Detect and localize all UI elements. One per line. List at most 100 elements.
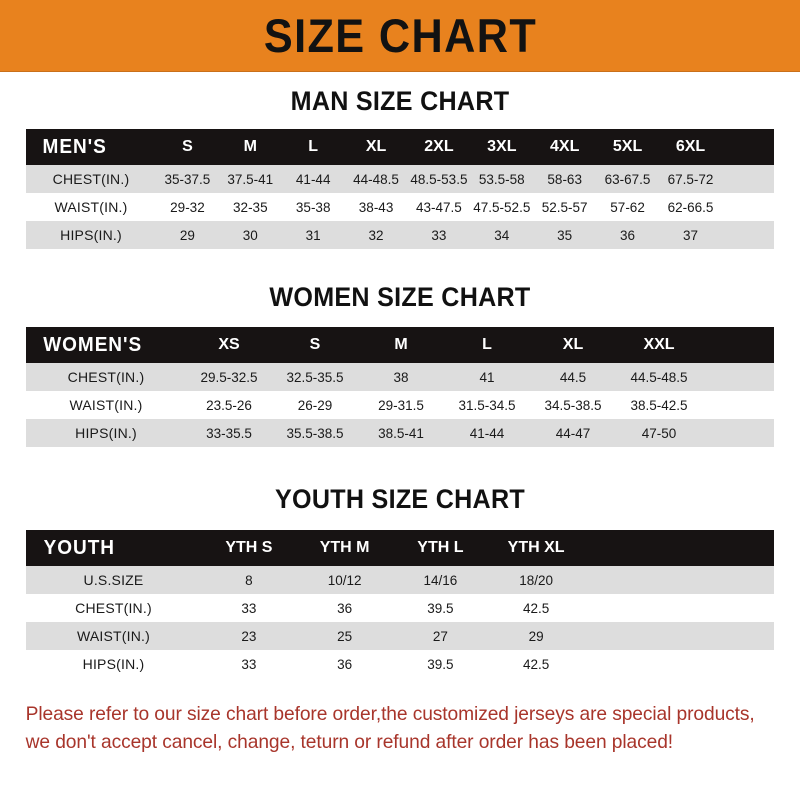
men-cell: 48.5-53.5	[410, 171, 468, 187]
men-cell: 35-37.5	[164, 171, 211, 187]
youth-cell: 42.5	[522, 656, 550, 672]
men-col-header: 4XL	[550, 138, 580, 155]
order-policy-note-line-1: Please refer to our size chart before or…	[25, 703, 755, 725]
table-row: WAIST(IN.) 29-32 32-35 35-38 38-43 43-47…	[26, 193, 774, 221]
youth-cell: 39.5	[427, 600, 454, 616]
youth-row-label: U.S.SIZE	[83, 572, 144, 588]
women-section-title: WOMEN SIZE CHART	[269, 282, 531, 312]
youth-cell: 25	[337, 628, 353, 644]
women-cell-spacer	[702, 363, 774, 391]
women-row-label: CHEST(IN.)	[67, 369, 145, 385]
youth-cell: 42.5	[522, 600, 550, 616]
men-cell: 47.5-52.5	[473, 199, 531, 215]
page-title: SIZE CHART	[263, 9, 537, 62]
youth-col-header: YTH L	[417, 539, 464, 556]
men-cell: 37	[682, 227, 699, 243]
women-cell: 33-35.5	[206, 425, 252, 441]
women-cell: 31.5-34.5	[458, 397, 516, 413]
youth-cell: 36	[337, 600, 353, 616]
men-cell: 58-63	[547, 171, 582, 187]
men-cell: 36	[620, 227, 636, 243]
youth-cell-spacer	[584, 650, 774, 678]
women-cell: 35.5-38.5	[286, 425, 344, 441]
men-col-header: S	[182, 138, 193, 155]
youth-table-body: YOUTH YTH S YTH M YTH L YTH XL U.S.SIZE …	[26, 530, 774, 678]
men-row-label: CHEST(IN.)	[52, 171, 130, 187]
women-row-label: HIPS(IN.)	[75, 425, 137, 441]
men-cell: 29	[179, 227, 195, 243]
youth-cell: 33	[241, 656, 257, 672]
men-cell: 32-35	[233, 199, 268, 215]
men-size-table-block: MEN'S S M L XL 2XL 3XL 4XL 5XL 6XL CHEST…	[0, 129, 800, 249]
men-col-header: M	[243, 138, 257, 155]
men-cell: 38-43	[358, 199, 394, 215]
youth-cell-spacer	[584, 594, 774, 622]
men-cell: 31	[305, 227, 321, 243]
women-cell: 44.5-48.5	[630, 369, 688, 385]
women-cell: 34.5-38.5	[544, 397, 602, 413]
women-col-header: XS	[218, 336, 240, 353]
men-cell: 33	[431, 227, 447, 243]
youth-size-table-block: YOUTH YTH S YTH M YTH L YTH XL U.S.SIZE …	[0, 530, 800, 678]
table-row: CHEST(IN.) 33 36 39.5 42.5	[26, 594, 774, 622]
men-cell: 62-66.5	[667, 199, 714, 215]
youth-row-label: CHEST(IN.)	[75, 600, 152, 616]
men-cell: 43-47.5	[416, 199, 462, 215]
youth-cell: 18/20	[519, 572, 554, 588]
women-cell: 41	[479, 369, 495, 385]
men-cell: 52.5-57	[541, 199, 588, 215]
men-cell: 29-32	[170, 199, 205, 215]
women-row-label-header: WOMEN'S	[43, 333, 143, 356]
youth-cell-spacer	[584, 622, 774, 650]
youth-cell: 14/16	[423, 572, 458, 588]
table-row: HIPS(IN.) 33-35.5 35.5-38.5 38.5-41 41-4…	[26, 419, 774, 447]
youth-cell: 10/12	[327, 572, 362, 588]
table-row: CHEST(IN.) 29.5-32.5 32.5-35.5 38 41 44.…	[26, 363, 774, 391]
men-cell: 41-44	[295, 171, 331, 187]
men-cell: 67.5-72	[667, 171, 714, 187]
youth-header-row: YOUTH YTH S YTH M YTH L YTH XL	[26, 530, 774, 566]
women-size-table: WOMEN'S XS S M L XL XXL CHEST(IN.) 29.5-…	[26, 327, 774, 447]
table-row: WAIST(IN.) 23 25 27 29	[26, 622, 774, 650]
women-col-header: L	[482, 336, 492, 353]
men-cell: 44-48.5	[353, 171, 399, 187]
men-cell: 30	[242, 227, 258, 243]
women-col-header: XL	[562, 336, 584, 353]
table-row: WAIST(IN.) 23.5-26 26-29 29-31.5 31.5-34…	[26, 391, 774, 419]
women-cell: 38	[393, 369, 409, 385]
youth-cell: 36	[337, 656, 353, 672]
men-header-row: MEN'S S M L XL 2XL 3XL 4XL 5XL 6XL	[26, 129, 774, 165]
men-col-header: 2XL	[424, 138, 454, 155]
youth-header-spacer	[584, 530, 774, 566]
men-cell-spacer	[722, 193, 774, 221]
women-cell-spacer	[702, 419, 774, 447]
women-row-label: WAIST(IN.)	[69, 397, 143, 413]
order-policy-note: Please refer to our size chart before or…	[0, 700, 788, 756]
youth-col-header: YTH S	[225, 539, 273, 556]
women-cell-spacer	[702, 391, 774, 419]
women-header-spacer	[702, 327, 774, 363]
men-section-title: MAN SIZE CHART	[290, 86, 510, 116]
women-cell: 23.5-26	[206, 397, 252, 413]
men-cell: 37.5-41	[227, 171, 274, 187]
men-cell: 34	[494, 227, 510, 243]
men-header-spacer	[722, 129, 774, 165]
men-row-label: WAIST(IN.)	[54, 199, 128, 215]
order-policy-note-line-2: we don't accept cancel, change, teturn o…	[25, 731, 674, 753]
youth-cell: 27	[432, 628, 448, 644]
women-cell: 44.5	[559, 369, 587, 385]
table-row: HIPS(IN.) 33 36 39.5 42.5	[26, 650, 774, 678]
men-col-header: 6XL	[675, 138, 706, 155]
women-cell: 38.5-41	[378, 425, 424, 441]
men-cell: 57-62	[610, 199, 645, 215]
youth-cell: 29	[528, 628, 544, 644]
youth-cell-spacer	[584, 566, 774, 594]
women-cell: 38.5-42.5	[630, 397, 688, 413]
page-banner: SIZE CHART	[0, 0, 800, 72]
men-cell: 63-67.5	[604, 171, 651, 187]
youth-row-label: HIPS(IN.)	[82, 656, 145, 672]
youth-col-header: YTH M	[319, 539, 370, 556]
men-cell: 53.5-58	[478, 171, 525, 187]
women-cell: 41-44	[469, 425, 505, 441]
